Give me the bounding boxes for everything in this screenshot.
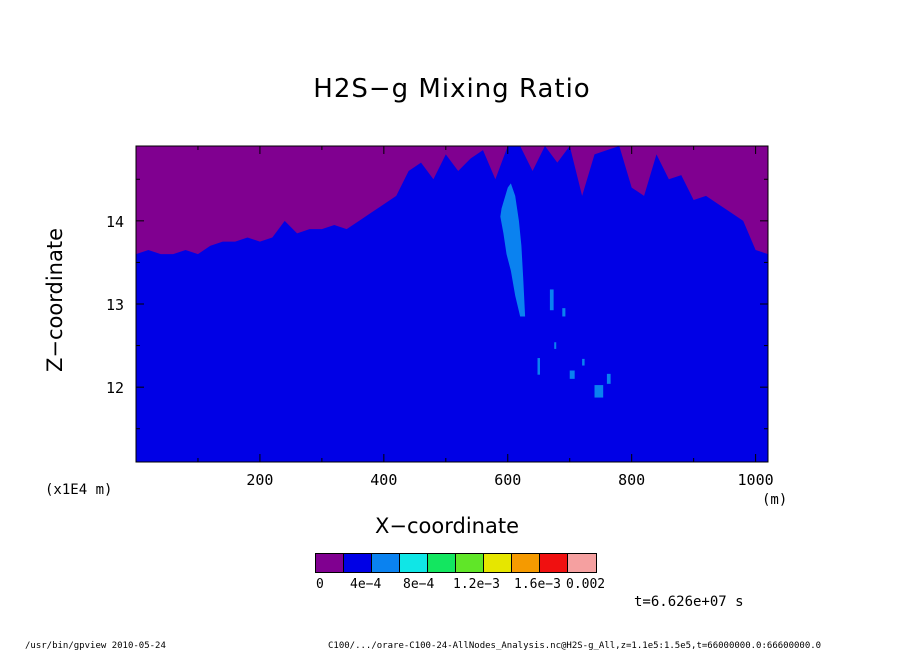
field-level-2-patch — [569, 370, 575, 379]
footer-command: /usr/bin/gpview 2010-05-24 — [25, 641, 166, 651]
x-unit-label: (m) — [762, 492, 788, 508]
x-tick-label: 600 — [494, 471, 521, 489]
colorbar-label: 1.2e−3 — [453, 577, 500, 592]
colorbar-swatch — [428, 554, 456, 572]
colorbar-label: 8e−4 — [403, 577, 435, 592]
x-tick-label: 200 — [246, 471, 273, 489]
field-level-2-patch — [582, 358, 585, 366]
colorbar-label: 0 — [316, 577, 324, 592]
colorbar-swatch — [456, 554, 484, 572]
colorbar-label: 0.002 — [566, 577, 606, 592]
field-level-2-patch — [594, 385, 604, 398]
y-scale-note: (x1E4 m) — [45, 482, 113, 498]
colorbar-swatch — [400, 554, 428, 572]
colorbar-swatch — [540, 554, 568, 572]
x-tick-label: 1000 — [738, 471, 774, 489]
y-tick-label: 12 — [106, 379, 124, 397]
colorbar-label: 1.6e−3 — [514, 577, 561, 592]
colorbar-swatch — [568, 554, 596, 572]
field-level-2-patch — [606, 373, 611, 384]
field-level-2-patch — [562, 308, 566, 317]
colorbar-swatch — [316, 554, 344, 572]
x-axis-label: X−coordinate — [375, 514, 519, 538]
x-tick-label: 400 — [370, 471, 397, 489]
y-tick-label: 14 — [106, 213, 124, 231]
y-axis-label: Z−coordinate — [43, 228, 67, 372]
colorbar — [315, 553, 597, 573]
colorbar-swatch — [512, 554, 540, 572]
footer-source: C100/.../orare-C100-24-AllNodes_Analysis… — [328, 641, 822, 651]
field-level-2-patch — [554, 342, 557, 349]
y-tick-label: 13 — [106, 296, 124, 314]
field-level-2-patch — [537, 358, 540, 375]
colorbar-swatch — [484, 554, 512, 572]
field-level-2-patch — [549, 289, 554, 311]
field-level-2-plume — [500, 183, 526, 317]
time-label: t=6.626e+07 s — [634, 594, 744, 610]
x-tick-label: 800 — [618, 471, 645, 489]
chart-title: H2S−g Mixing Ratio — [313, 74, 591, 104]
colorbar-swatch — [344, 554, 372, 572]
colorbar-swatch — [372, 554, 400, 572]
colorbar-label: 4e−4 — [350, 577, 382, 592]
